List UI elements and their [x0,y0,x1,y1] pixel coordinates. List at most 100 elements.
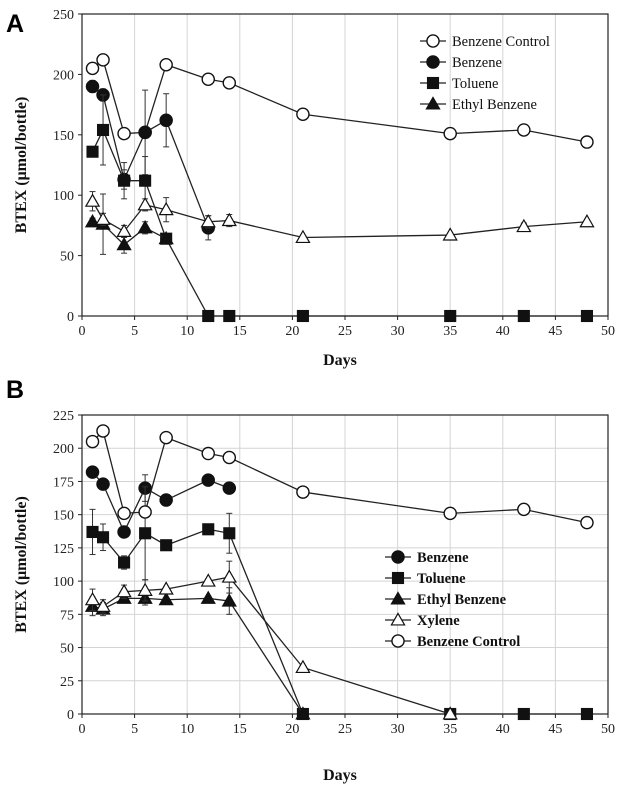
panel-label-b: B [6,376,24,404]
legend-label: Toluene [417,571,466,587]
legend-item: Ethyl Benzene [420,96,537,113]
x-axis-title: Days [323,352,357,369]
data-point [580,309,594,323]
legend-label: Benzene Control [417,634,520,650]
data-point [443,506,457,521]
x-tick-label: 45 [548,324,562,339]
data-point [200,573,216,587]
data-point [517,123,531,137]
y-tick-label: 200 [53,442,74,457]
data-point [580,515,594,530]
data-point [221,212,237,227]
data-point [222,76,237,90]
data-point [295,659,311,674]
data-point [223,309,236,323]
series-toluene [86,486,594,721]
legend: Benzene Control Benzene Toluene Ethyl Benze… [420,34,550,113]
series-line [92,528,587,715]
y-tick-label: 175 [53,475,74,490]
legend-label: Benzene [417,550,469,566]
x-tick-label: 35 [443,722,457,737]
x-tick-label: 5 [131,324,138,339]
x-tick-label: 10 [180,324,194,339]
data-point [158,591,174,606]
x-tick-label: 15 [233,722,247,737]
legend-marker [425,96,441,110]
data-point [96,531,110,544]
data-point [201,473,215,487]
series-benzene-control [85,424,594,530]
data-point [85,434,100,449]
legend-marker [426,34,440,48]
data-point [139,174,152,187]
data-point [116,223,132,237]
data-point [201,446,215,461]
x-tick-label: 25 [338,324,352,339]
data-point [160,539,173,552]
data-point [296,485,310,499]
y-tick-label: 100 [53,575,74,590]
data-point [117,126,131,141]
data-point [517,502,531,517]
legend-item: Benzene Control [385,634,520,650]
data-point [139,527,152,540]
y-tick-label: 200 [53,68,74,83]
x-tick-label: 0 [79,324,86,339]
legend-label: Benzene Control [452,34,550,50]
x-tick-label: 30 [391,324,405,339]
data-point [117,525,131,539]
y-axis-title: BTEX (μmol/bottle) [13,496,30,633]
data-point [444,309,457,323]
data-point [159,493,173,507]
series-xylene [84,560,458,720]
legend-marker [426,55,440,69]
data-point [442,706,458,720]
y-tick-label: 75 [60,608,74,623]
legend-item: Toluene [420,76,499,92]
data-point [221,593,237,607]
data-point [117,506,131,521]
y-tick-label: 150 [53,509,74,524]
legend-marker [390,612,406,626]
y-tick-label: 50 [60,250,74,265]
y-tick-label: 0 [67,708,74,723]
data-point [296,309,309,323]
data-point [443,126,457,141]
data-point [96,53,110,67]
legend-item: Benzene [420,55,502,71]
data-point [86,525,99,538]
x-tick-label: 45 [548,722,562,737]
legend-marker [391,634,405,648]
legend-marker [391,550,405,564]
chart-b: 0 5 10 15 20 25 30 35 40 45 50 0 25 50 75 100 125 150 175 2… [13,409,615,784]
x-tick-label: 20 [285,722,299,737]
data-point [158,201,174,216]
data-point [158,230,174,245]
data-point [200,213,216,228]
x-tick-label: 15 [233,324,247,339]
data-point [96,424,110,438]
data-point [137,220,153,234]
x-tick-label: 25 [338,722,352,737]
data-point [517,309,530,323]
legend-item: Ethyl Benzene [385,591,507,608]
y-tick-label: 250 [53,8,74,23]
legend-item: Toluene [385,571,466,587]
series-xylene [84,191,595,244]
x-tick-label: 30 [391,722,405,737]
data-point [516,218,532,233]
data-point [517,707,530,721]
panel-label-a: A [6,10,24,38]
legend-marker [390,591,406,605]
x-tick-label: 50 [601,324,615,339]
data-point [84,591,101,606]
x-tick-label: 5 [131,722,138,737]
y-tick-label: 125 [53,542,74,557]
data-point [116,583,132,598]
gridlines [134,14,556,316]
data-point [116,236,132,251]
series-line [91,128,587,317]
legend-marker [391,571,405,585]
data-point [158,581,174,595]
